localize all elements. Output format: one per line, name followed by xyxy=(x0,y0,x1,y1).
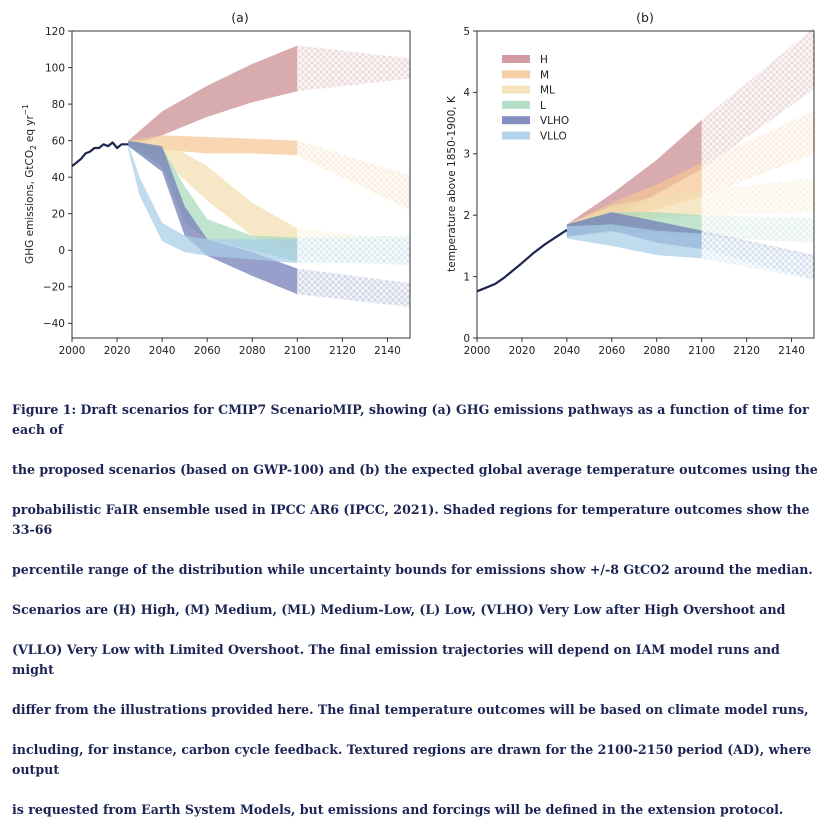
y-label-rest: eq yr xyxy=(24,114,36,142)
y-tick-label: −40 xyxy=(43,318,65,330)
figure-canvas: (a) 2000 2020 2040 2060 2080 2100 2120 2140 −40… xyxy=(21,10,815,357)
panel-b-x-ticks: 2000 2020 2040 2060 2080 2100 2120 2140 xyxy=(464,338,805,357)
panel-a-frame xyxy=(71,30,411,339)
legend-label-m: M xyxy=(540,69,549,81)
y-tick-label: 100 xyxy=(45,62,65,74)
caption-line: including, for instance, carbon cycle fe… xyxy=(12,742,812,777)
extension-hatch-l xyxy=(701,215,814,243)
y-tick-label: 0 xyxy=(58,245,65,257)
y-tick-label: 80 xyxy=(52,99,65,111)
y-tick-label: 2 xyxy=(463,210,470,222)
y-label-sup: −1 xyxy=(21,104,30,115)
x-tick-label: 2140 xyxy=(374,345,401,357)
caption-line: differ from the illustrations provided h… xyxy=(12,702,809,717)
y-tick-label: 40 xyxy=(52,172,65,184)
caption-line: Figure 1: Draft scenarios for CMIP7 Scen… xyxy=(12,402,809,437)
x-tick-label: 2040 xyxy=(553,345,580,357)
x-tick-label: 2020 xyxy=(104,345,131,357)
legend-label-ml: ML xyxy=(540,85,555,97)
panel-a: (a) 2000 2020 2040 2060 2080 2100 2120 2140 −40… xyxy=(21,10,411,357)
panel-a-extension-hatch xyxy=(297,45,410,307)
extension-hatch-vllo xyxy=(701,233,814,280)
extension-hatch-m xyxy=(297,140,410,211)
panel-b-historical xyxy=(476,228,568,293)
legend-label-l: L xyxy=(540,100,546,112)
legend-label-vlho: VLHO xyxy=(540,115,569,127)
caption-line: probabilistic FaIR ensemble used in IPCC… xyxy=(12,502,810,537)
panel-a-historical xyxy=(71,141,129,168)
x-tick-label: 2000 xyxy=(464,345,491,357)
band-ml xyxy=(128,140,298,254)
figure-caption: Figure 1: Draft scenarios for CMIP7 Scen… xyxy=(12,380,820,840)
y-tick-label: −20 xyxy=(43,282,65,294)
panel-b-legend: HM ML L VLHO VLLO xyxy=(495,49,590,149)
y-tick-label: 5 xyxy=(463,26,470,38)
legend-label-vllo: VLLO xyxy=(540,131,567,143)
band-vllo xyxy=(128,144,298,264)
y-tick-label: 3 xyxy=(463,149,470,161)
panel-b-y-label: temperature above 1850-1900, K xyxy=(446,95,458,272)
x-tick-label: 2040 xyxy=(149,345,176,357)
x-tick-label: 2020 xyxy=(509,345,536,357)
extension-hatch-ml xyxy=(701,178,814,216)
panel-b-title: (b) xyxy=(636,10,654,25)
panel-b: (b) 2000 2020 2040 2060 2080 2100 2120 2140 0 1 2… xyxy=(446,10,815,357)
x-tick-label: 2060 xyxy=(598,345,625,357)
panel-a-y-label: GHG emissions, GtCO2 eq yr−1 xyxy=(21,104,38,264)
legend-swatch-ml xyxy=(502,85,530,94)
legend-swatch-vllo xyxy=(502,131,530,140)
x-tick-label: 2120 xyxy=(329,345,356,357)
x-tick-label: 2140 xyxy=(778,345,805,357)
band-vllo xyxy=(566,224,702,259)
panel-b-extension-hatch xyxy=(701,27,814,280)
extension-hatch-vlho xyxy=(297,268,410,307)
x-tick-label: 2120 xyxy=(733,345,760,357)
historical-line xyxy=(71,141,129,168)
x-tick-label: 2000 xyxy=(59,345,86,357)
x-tick-label: 2080 xyxy=(643,345,670,357)
extension-hatch-h xyxy=(297,45,410,92)
y-tick-label: 4 xyxy=(463,87,470,99)
caption-line: the proposed scenarios (based on GWP-100… xyxy=(12,462,818,477)
y-tick-label: 1 xyxy=(463,271,470,283)
panel-b-frame xyxy=(476,30,815,339)
y-label-sub: 2 xyxy=(29,145,38,150)
panel-a-x-ticks: 2000 2020 2040 2060 2080 2100 2120 2140 xyxy=(59,338,401,357)
extension-hatch-m xyxy=(701,110,814,197)
extension-hatch-h xyxy=(701,27,814,170)
extension-hatch-vllo xyxy=(297,239,410,264)
x-tick-label: 2100 xyxy=(284,345,311,357)
caption-line: is requested from Earth System Models, b… xyxy=(12,802,784,817)
y-tick-label: 60 xyxy=(52,135,65,147)
legend-label-h: H xyxy=(540,54,548,66)
panel-a-bands xyxy=(128,45,298,295)
panel-b-bands xyxy=(566,120,702,259)
band-h xyxy=(566,120,702,237)
caption-line: Scenarios are (H) High, (M) Medium, (ML)… xyxy=(12,602,786,617)
panel-a-title: (a) xyxy=(231,10,248,25)
x-tick-label: 2060 xyxy=(194,345,221,357)
band-h xyxy=(128,45,298,147)
legend-swatch-h xyxy=(502,55,530,63)
panel-b-y-ticks: 0 1 2 3 4 5 xyxy=(463,26,477,345)
y-tick-label: 120 xyxy=(45,26,65,38)
legend-swatch-vlho xyxy=(502,116,530,125)
legend-swatch-m xyxy=(502,70,530,79)
y-tick-label: 20 xyxy=(52,209,65,221)
legend-swatch-l xyxy=(502,100,530,109)
y-tick-label: 0 xyxy=(463,333,470,345)
x-tick-label: 2080 xyxy=(239,345,266,357)
y-label-main: GHG emissions, GtCO xyxy=(24,150,36,264)
historical-line xyxy=(476,228,568,293)
panel-a-y-ticks: −40 −20 0 20 40 60 80 100 120 xyxy=(43,26,72,330)
caption-line: (VLLO) Very Low with Limited Overshoot. … xyxy=(12,642,780,677)
x-tick-label: 2100 xyxy=(688,345,715,357)
caption-line: percentile range of the distribution whi… xyxy=(12,562,813,577)
